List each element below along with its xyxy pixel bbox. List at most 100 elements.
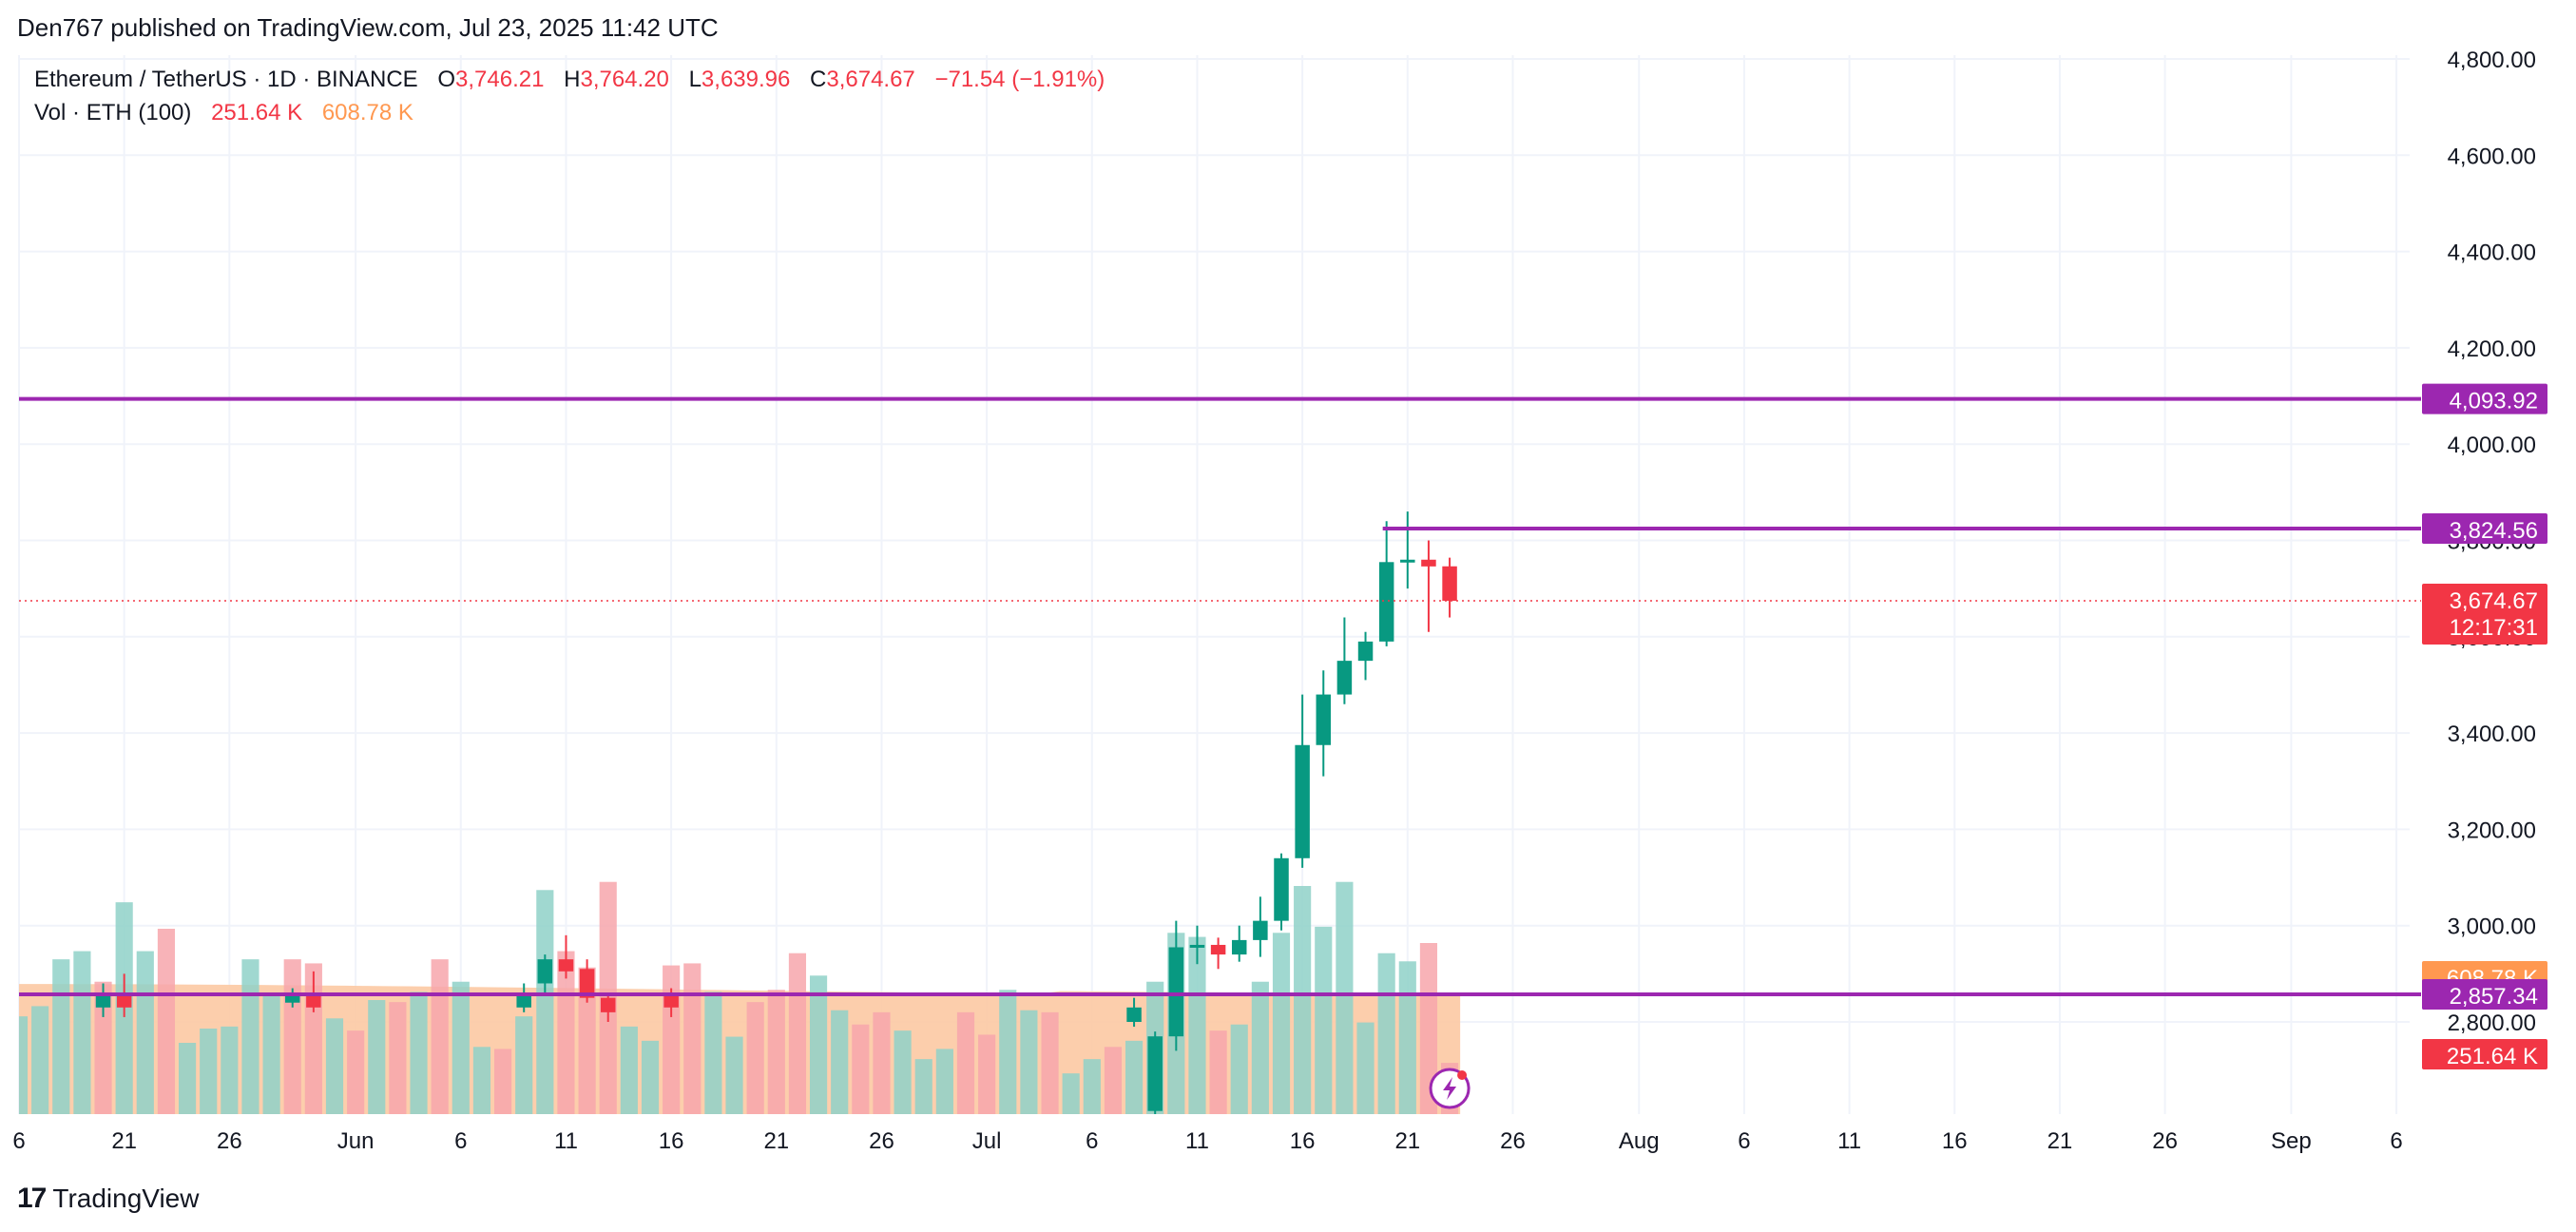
level-price-badge[interactable] bbox=[2422, 513, 2547, 545]
candle-body[interactable] bbox=[1210, 944, 1226, 955]
volume-legend: Vol · ETH (100) 251.64 K 608.78 K bbox=[34, 100, 413, 126]
candle-body bbox=[1126, 1007, 1142, 1022]
volume-bar bbox=[578, 967, 596, 1114]
volume-bar bbox=[1230, 1024, 1248, 1114]
price-axis-tick-label: 4,800.00 bbox=[2448, 48, 2536, 73]
volume-bar bbox=[1315, 926, 1333, 1114]
candle-body[interactable] bbox=[1400, 559, 1415, 563]
notification-dot bbox=[1457, 1070, 1468, 1080]
candle-body bbox=[558, 959, 574, 972]
tradingview-logo[interactable]: 17 TradingView bbox=[17, 1183, 199, 1215]
volume-bar bbox=[852, 1024, 870, 1114]
time-axis-tick-label: 11 bbox=[1837, 1128, 1861, 1154]
candle-body[interactable] bbox=[1147, 1036, 1163, 1111]
volume-bar bbox=[178, 1043, 197, 1114]
candle-body bbox=[579, 969, 595, 998]
volume-bar bbox=[788, 953, 807, 1114]
time-axis-tick-label: 6 bbox=[1086, 1128, 1098, 1154]
candle-body[interactable] bbox=[1274, 857, 1289, 921]
volume-bar bbox=[136, 951, 154, 1114]
time-axis-tick-label: 21 bbox=[763, 1128, 789, 1154]
volume-bar bbox=[1188, 936, 1206, 1114]
volume-bar bbox=[157, 929, 176, 1114]
time-axis-tick-label: 26 bbox=[1500, 1128, 1526, 1154]
time-axis-tick-label: 6 bbox=[454, 1128, 467, 1154]
volume-bar bbox=[914, 1059, 932, 1114]
volume-bar bbox=[1062, 1073, 1080, 1114]
low-value: 3,639.96 bbox=[701, 67, 791, 92]
price-axis-tick-label: 4,400.00 bbox=[2448, 241, 2536, 266]
lightning-icon bbox=[1443, 1077, 1457, 1100]
time-axis-tick-label: 11 bbox=[554, 1128, 578, 1154]
candle-body[interactable] bbox=[1231, 939, 1247, 955]
time-axis-tick-label: 26 bbox=[869, 1128, 894, 1154]
candle-body[interactable] bbox=[1336, 661, 1353, 695]
volume-bar bbox=[1336, 881, 1354, 1114]
volume-bar bbox=[241, 959, 260, 1114]
volume-bar bbox=[73, 951, 91, 1114]
volume-badge[interactable] bbox=[2422, 1039, 2547, 1069]
volume-bar bbox=[200, 1029, 218, 1114]
time-axis-tick-label: Jul bbox=[972, 1128, 1002, 1154]
candle-body bbox=[600, 997, 616, 1012]
candle-body[interactable] bbox=[1421, 559, 1436, 567]
candle-body[interactable] bbox=[1295, 744, 1310, 858]
time-axis-tick-label: Aug bbox=[1619, 1128, 1660, 1154]
volume-bar bbox=[325, 1018, 344, 1114]
level-price-badge[interactable] bbox=[2422, 383, 2547, 414]
volume-bar bbox=[1041, 1011, 1059, 1114]
level-price-badge-text: 4,093.92 bbox=[2450, 389, 2538, 414]
candle-body[interactable] bbox=[1357, 641, 1374, 662]
price-axis-tick-label: 4,000.00 bbox=[2448, 433, 2536, 458]
candle-body bbox=[537, 959, 553, 984]
volume-bar bbox=[283, 959, 301, 1114]
volume-bar bbox=[389, 1002, 407, 1114]
time-axis-tick-label: 26 bbox=[2152, 1128, 2178, 1154]
volume-bar bbox=[831, 1010, 849, 1114]
volume-bar bbox=[262, 995, 280, 1114]
high-value: 3,764.20 bbox=[580, 67, 669, 92]
volume-bar bbox=[410, 991, 428, 1114]
volume-bar bbox=[536, 890, 554, 1114]
candle-body[interactable] bbox=[1442, 566, 1457, 601]
time-axis-tick-label: 16 bbox=[1942, 1128, 1968, 1154]
last-price-badge[interactable] bbox=[2422, 583, 2547, 645]
level-price-badge-text: 3,824.56 bbox=[2450, 518, 2538, 544]
volume-bar bbox=[746, 1002, 764, 1114]
volume-ma-value: 608.78 K bbox=[321, 100, 413, 125]
volume-bar bbox=[704, 991, 722, 1114]
volume-indicator-name[interactable]: Vol · ETH (100) bbox=[34, 100, 192, 125]
volume-bar bbox=[894, 1030, 912, 1114]
candle-body[interactable] bbox=[1253, 920, 1268, 940]
candle-body[interactable] bbox=[1189, 944, 1205, 948]
close-value: 3,674.67 bbox=[826, 67, 915, 92]
level-price-badge-text: 2,857.34 bbox=[2450, 984, 2538, 1010]
time-axis-tick-label: 11 bbox=[1185, 1128, 1209, 1154]
time-axis-tick-label: 21 bbox=[111, 1128, 137, 1154]
volume-bar bbox=[1377, 953, 1395, 1114]
open-value: 3,746.21 bbox=[455, 67, 545, 92]
price-axis-tick-label: 3,400.00 bbox=[2448, 722, 2536, 747]
volume-bar bbox=[515, 1016, 533, 1114]
symbol-name[interactable]: Ethereum / TetherUS · 1D · BINANCE bbox=[34, 67, 418, 92]
candle-body[interactable] bbox=[1316, 694, 1332, 745]
time-axis-tick-label: Sep bbox=[2271, 1128, 2312, 1154]
volume-bar bbox=[493, 1049, 512, 1114]
volume-bar bbox=[19, 1016, 29, 1114]
low-label: L bbox=[688, 67, 702, 92]
symbol-legend: Ethereum / TetherUS · 1D · BINANCE O3,74… bbox=[34, 67, 1105, 93]
volume-bar bbox=[472, 1047, 491, 1114]
price-axis-tick-label: 3,000.00 bbox=[2448, 914, 2536, 940]
volume-bar bbox=[1356, 1022, 1375, 1114]
volume-bar bbox=[557, 951, 575, 1114]
volume-bar bbox=[978, 1034, 996, 1114]
candle-body[interactable] bbox=[1378, 562, 1394, 642]
level-price-badge[interactable] bbox=[2422, 978, 2547, 1010]
candle-body[interactable] bbox=[1168, 947, 1184, 1037]
candle-body bbox=[516, 992, 531, 1008]
volume-bar bbox=[1209, 1030, 1227, 1114]
volume-badge-text: 251.64 K bbox=[2447, 1044, 2538, 1069]
volume-bar bbox=[1419, 943, 1438, 1114]
volume-bar bbox=[683, 963, 702, 1114]
